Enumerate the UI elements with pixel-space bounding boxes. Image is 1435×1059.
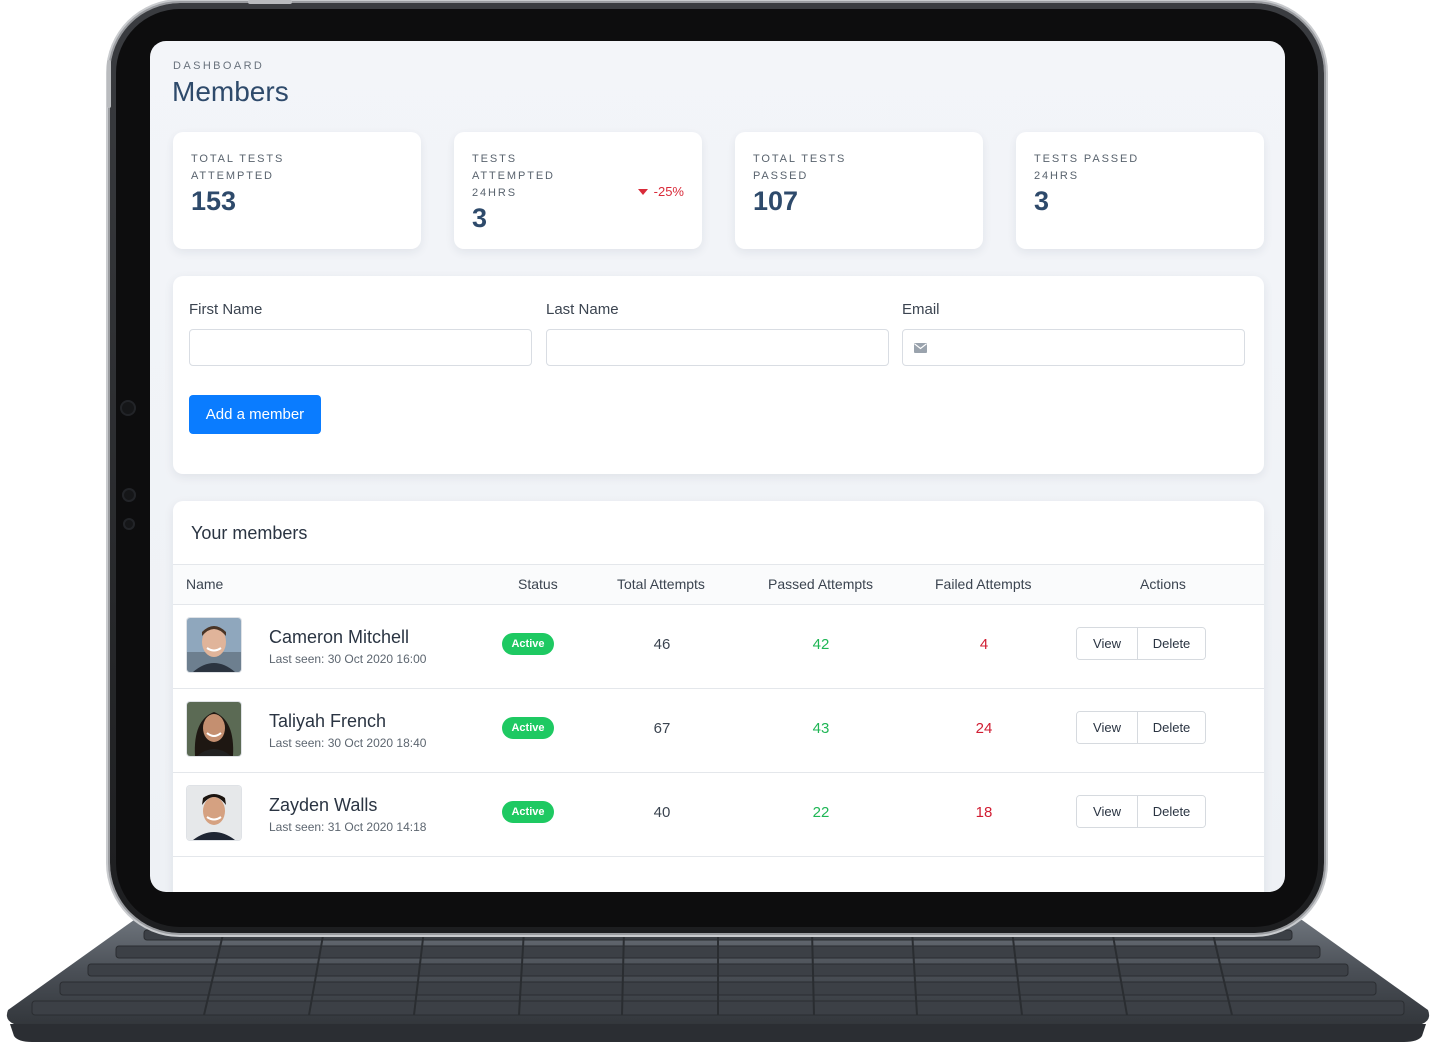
member-name[interactable]: Cameron Mitchell bbox=[269, 627, 410, 647]
last-seen: Last seen: 30 Oct 2020 18:40 bbox=[269, 736, 427, 750]
app-screen: DASHBOARD Members TOTAL TESTS ATTEMPTED … bbox=[150, 41, 1285, 892]
status-badge: Active bbox=[502, 801, 554, 823]
table-header: Name Status Total Attempts Passed Attemp… bbox=[173, 564, 1264, 605]
total-attempts: 40 bbox=[653, 804, 671, 821]
arrow-down-icon bbox=[637, 189, 648, 195]
delete-button[interactable]: Delete bbox=[1138, 628, 1205, 659]
stat-value: 3 bbox=[1034, 186, 1050, 216]
delete-button[interactable]: Delete bbox=[1138, 796, 1205, 827]
failed-attempts: 24 bbox=[975, 720, 993, 737]
stat-label: TESTS PASSED 24HRS bbox=[1034, 153, 1140, 182]
column-header-status: Status bbox=[518, 576, 558, 592]
avatar bbox=[187, 786, 241, 840]
stat-value: 107 bbox=[753, 186, 799, 216]
column-header-failed: Failed Attempts bbox=[935, 576, 1032, 592]
column-header-name: Name bbox=[186, 576, 224, 592]
trend-value: -25% bbox=[653, 184, 684, 199]
sensor-icon bbox=[122, 488, 136, 502]
delete-button[interactable]: Delete bbox=[1138, 712, 1205, 743]
keyboard-body bbox=[6, 920, 1430, 1042]
view-button[interactable]: View bbox=[1077, 628, 1138, 659]
page-title: Members bbox=[172, 76, 289, 107]
passed-attempts: 43 bbox=[812, 720, 830, 737]
add-member-form: First Name Last Name Email Add a member bbox=[173, 276, 1264, 474]
row-actions: View Delete bbox=[1076, 795, 1206, 828]
stat-label: TESTS ATTEMPTED 24HRS bbox=[472, 153, 555, 199]
members-table-card: Your members Name Status Total Attempts … bbox=[173, 501, 1264, 892]
row-actions: View Delete bbox=[1076, 627, 1206, 660]
stat-card-total-attempted: TOTAL TESTS ATTEMPTED 153 bbox=[173, 132, 421, 249]
failed-attempts: 18 bbox=[975, 804, 993, 821]
table-row: Cameron Mitchell Last seen: 30 Oct 2020 … bbox=[173, 604, 1264, 689]
column-header-total: Total Attempts bbox=[617, 576, 705, 592]
view-button[interactable]: View bbox=[1077, 712, 1138, 743]
view-button[interactable]: View bbox=[1077, 796, 1138, 827]
section-title: Your members bbox=[191, 523, 308, 543]
stat-label: TOTAL TESTS ATTEMPTED bbox=[191, 153, 285, 182]
breadcrumb: DASHBOARD bbox=[173, 60, 265, 72]
table-row: Zayden Walls Last seen: 31 Oct 2020 14:1… bbox=[173, 772, 1264, 857]
total-attempts: 46 bbox=[653, 636, 671, 653]
last-name-input[interactable] bbox=[546, 329, 889, 366]
sensor-icon bbox=[123, 518, 135, 530]
last-name-label: Last Name bbox=[546, 301, 619, 318]
side-button bbox=[107, 60, 111, 108]
column-header-actions: Actions bbox=[1140, 576, 1186, 592]
last-seen: Last seen: 30 Oct 2020 16:00 bbox=[269, 652, 427, 666]
avatar bbox=[187, 618, 241, 672]
stat-card-total-passed: TOTAL TESTS PASSED 107 bbox=[735, 132, 983, 249]
first-name-label: First Name bbox=[189, 301, 263, 318]
top-button bbox=[248, 0, 292, 4]
stat-value: 3 bbox=[472, 203, 488, 233]
table-row: Taliyah French Last seen: 30 Oct 2020 18… bbox=[173, 688, 1264, 773]
row-actions: View Delete bbox=[1076, 711, 1206, 744]
mail-icon bbox=[914, 343, 927, 353]
last-seen: Last seen: 31 Oct 2020 14:18 bbox=[269, 820, 427, 834]
stat-label: TOTAL TESTS PASSED bbox=[753, 153, 847, 182]
passed-attempts: 22 bbox=[812, 804, 830, 821]
status-badge: Active bbox=[502, 633, 554, 655]
member-name[interactable]: Taliyah French bbox=[269, 711, 387, 731]
keyboard bbox=[4, 920, 1432, 1045]
member-name[interactable]: Zayden Walls bbox=[269, 795, 378, 815]
camera-icon bbox=[120, 400, 136, 416]
stat-card-attempted-24hrs: TESTS ATTEMPTED 24HRS -25% 3 bbox=[454, 132, 702, 249]
email-input[interactable] bbox=[902, 329, 1245, 366]
add-member-button[interactable]: Add a member bbox=[189, 395, 321, 434]
email-label: Email bbox=[902, 301, 940, 318]
stat-value: 153 bbox=[191, 186, 237, 216]
failed-attempts: 4 bbox=[979, 636, 989, 653]
passed-attempts: 42 bbox=[812, 636, 830, 653]
stat-card-passed-24hrs: TESTS PASSED 24HRS 3 bbox=[1016, 132, 1264, 249]
column-header-passed: Passed Attempts bbox=[768, 576, 874, 592]
status-badge: Active bbox=[502, 717, 554, 739]
avatar bbox=[187, 702, 241, 756]
total-attempts: 67 bbox=[653, 720, 671, 737]
trend-badge: -25% bbox=[637, 184, 684, 199]
first-name-input[interactable] bbox=[189, 329, 532, 366]
